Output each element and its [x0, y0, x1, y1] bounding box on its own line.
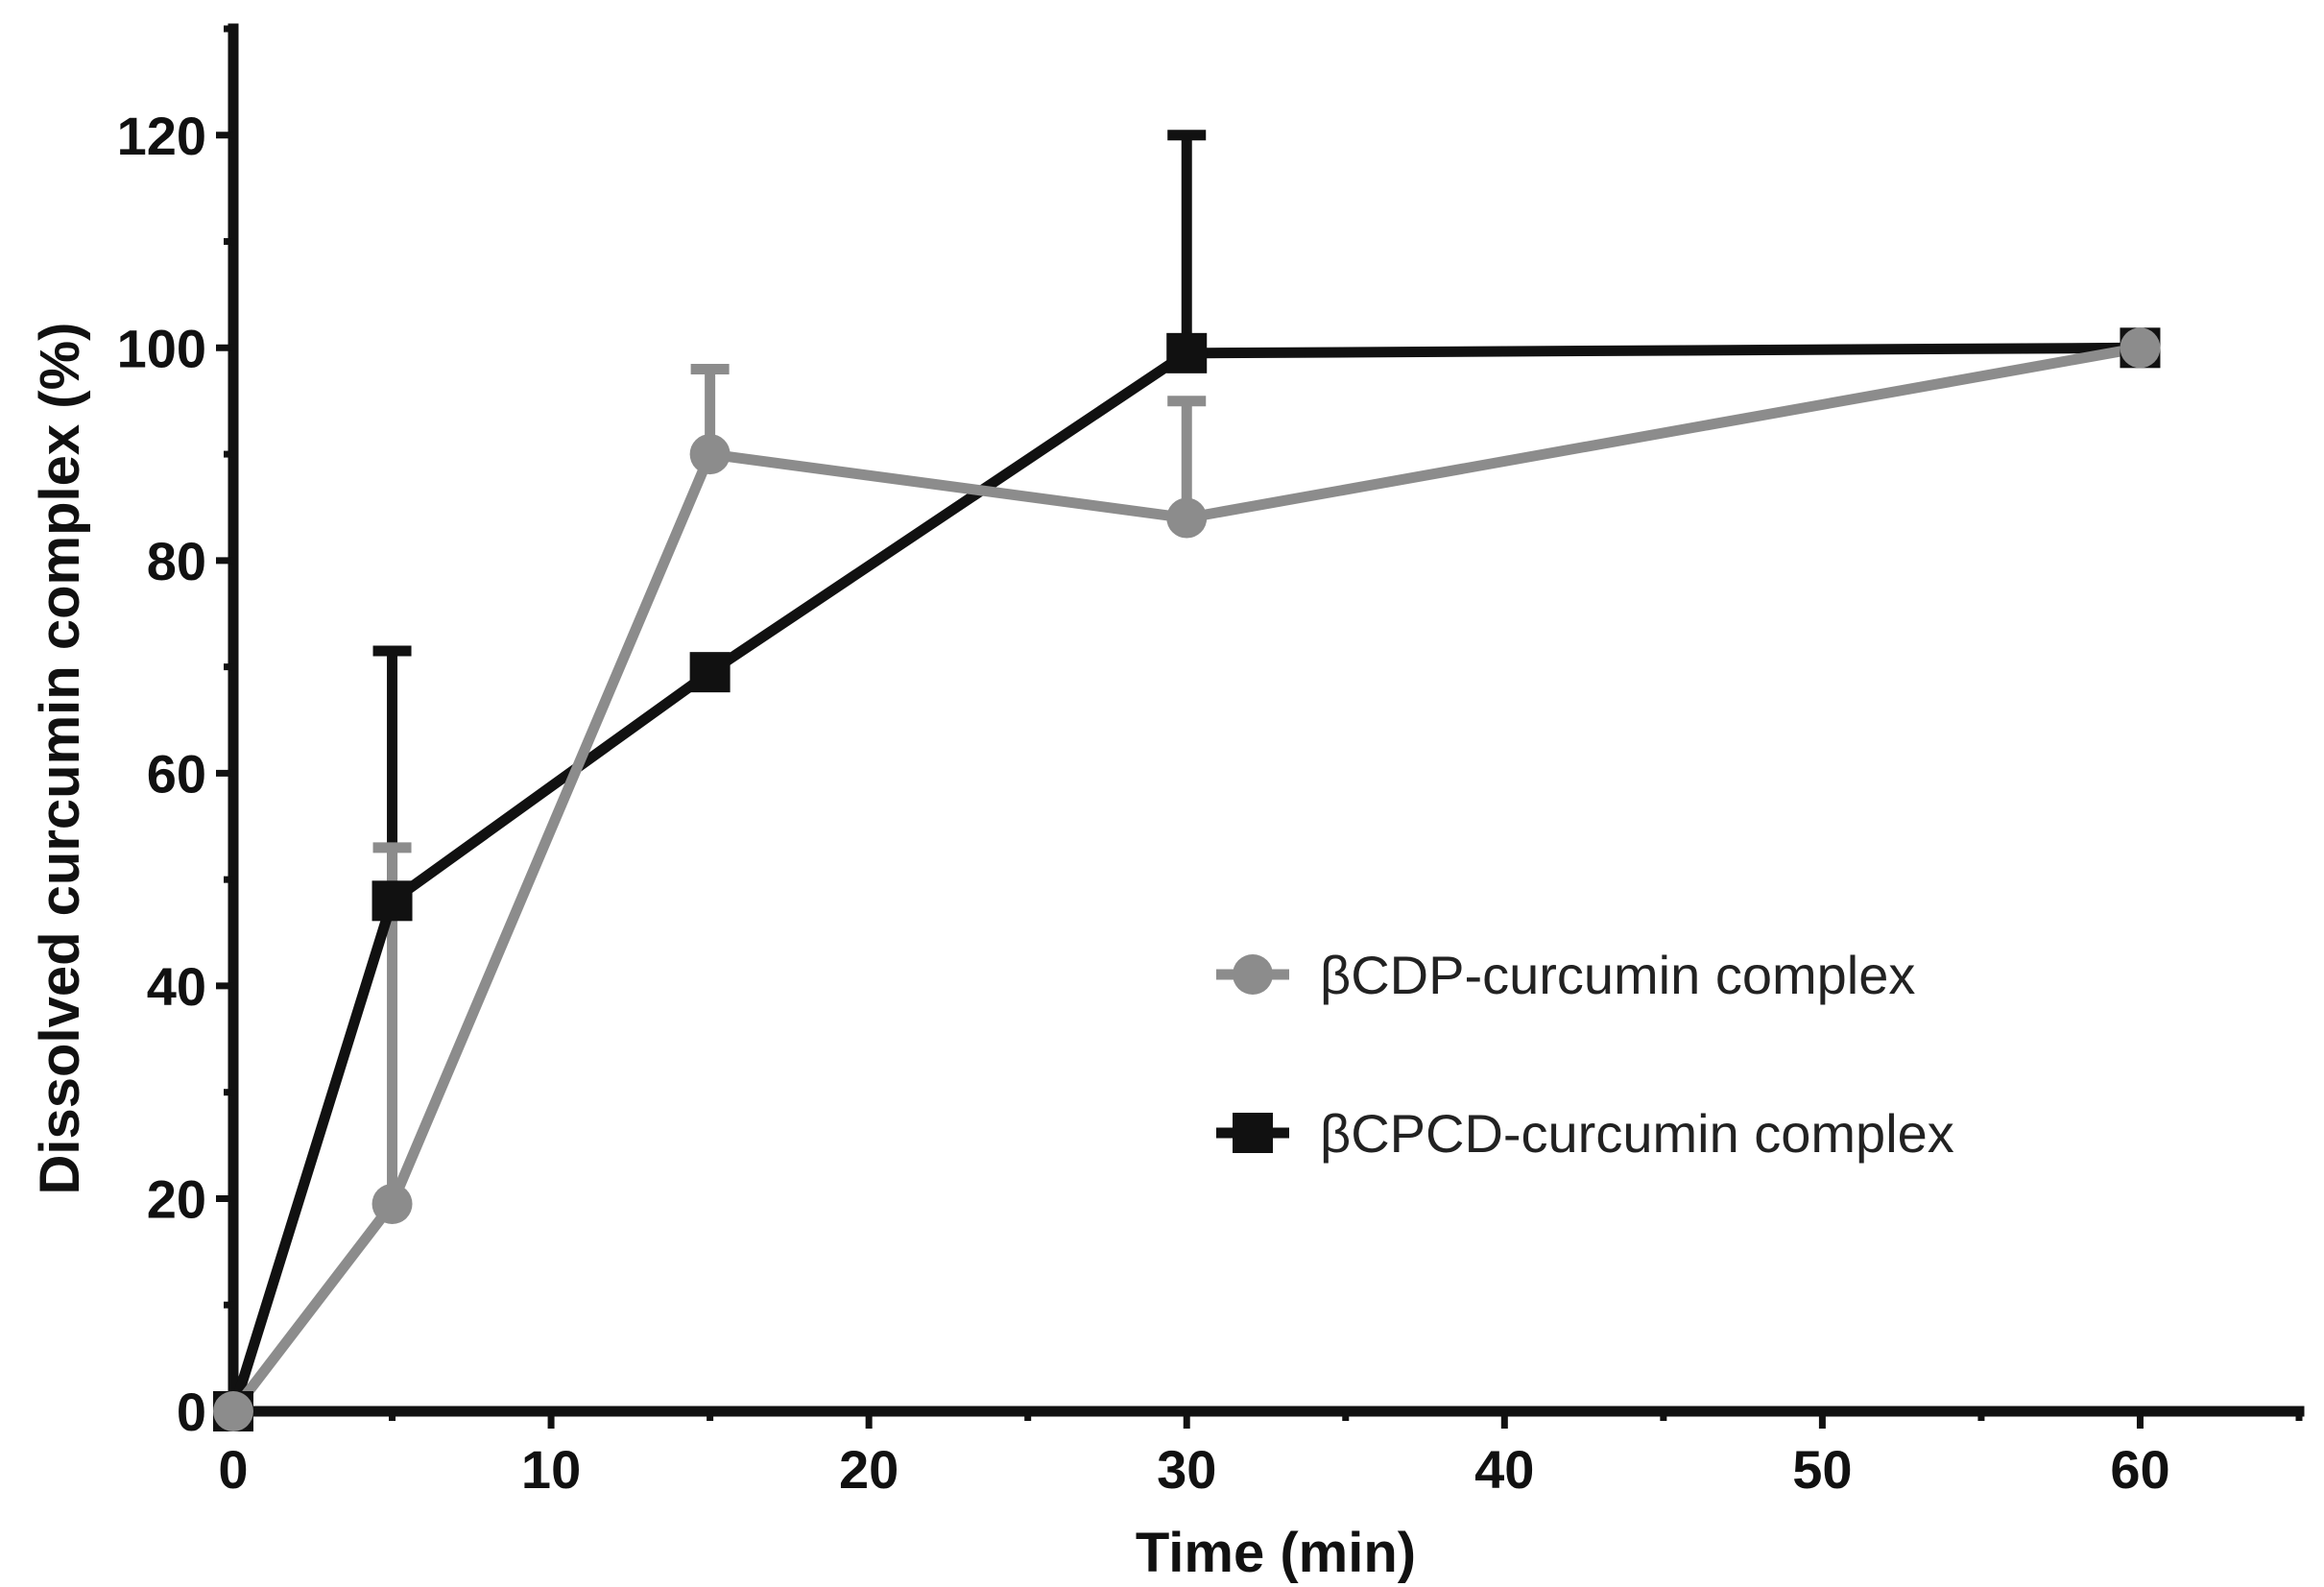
- legend-label: βCDP-curcumin complex: [1320, 945, 1915, 1005]
- y-tick-label: 40: [147, 956, 206, 1017]
- axes: 0 10 20 30 40 50 60 0 20 40 60 80 100 120: [117, 23, 2305, 1500]
- data-point: [2120, 327, 2161, 369]
- x-axis-title: Time (min): [1136, 1522, 1416, 1584]
- x-tick-label: 10: [521, 1439, 581, 1500]
- data-point: [1166, 332, 1208, 373]
- x-tick-label: 0: [218, 1439, 248, 1500]
- x-tick-label: 50: [1792, 1439, 1852, 1500]
- data-point: [213, 1391, 253, 1431]
- series-markers: [213, 327, 2161, 1431]
- x-tick-label: 40: [1474, 1439, 1534, 1500]
- x-tick-label: 30: [1157, 1439, 1216, 1500]
- y-tick-label: 0: [177, 1382, 206, 1442]
- legend-label: βCPCD-curcumin complex: [1320, 1103, 1954, 1164]
- y-axis-title: Dissolved curcumin complex (%): [29, 323, 91, 1195]
- x-tick-label: 60: [2110, 1439, 2169, 1500]
- legend-marker: [1233, 954, 1273, 995]
- legend: βCDP-curcumin complex βCPCD-curcumin comp…: [1216, 945, 1954, 1164]
- data-point: [371, 1184, 413, 1224]
- error-bars: [372, 130, 1207, 1204]
- y-tick-label: 20: [147, 1168, 206, 1229]
- data-point: [371, 880, 413, 922]
- data-point: [1166, 497, 1208, 539]
- data-point: [689, 652, 731, 693]
- legend-marker: [1233, 1113, 1273, 1153]
- y-tick-label: 100: [117, 318, 206, 378]
- x-tick-label: 20: [839, 1439, 898, 1500]
- y-tick-label: 120: [117, 106, 206, 166]
- y-tick-label: 60: [147, 743, 206, 804]
- data-point: [689, 434, 731, 475]
- y-tick-label: 80: [147, 531, 206, 591]
